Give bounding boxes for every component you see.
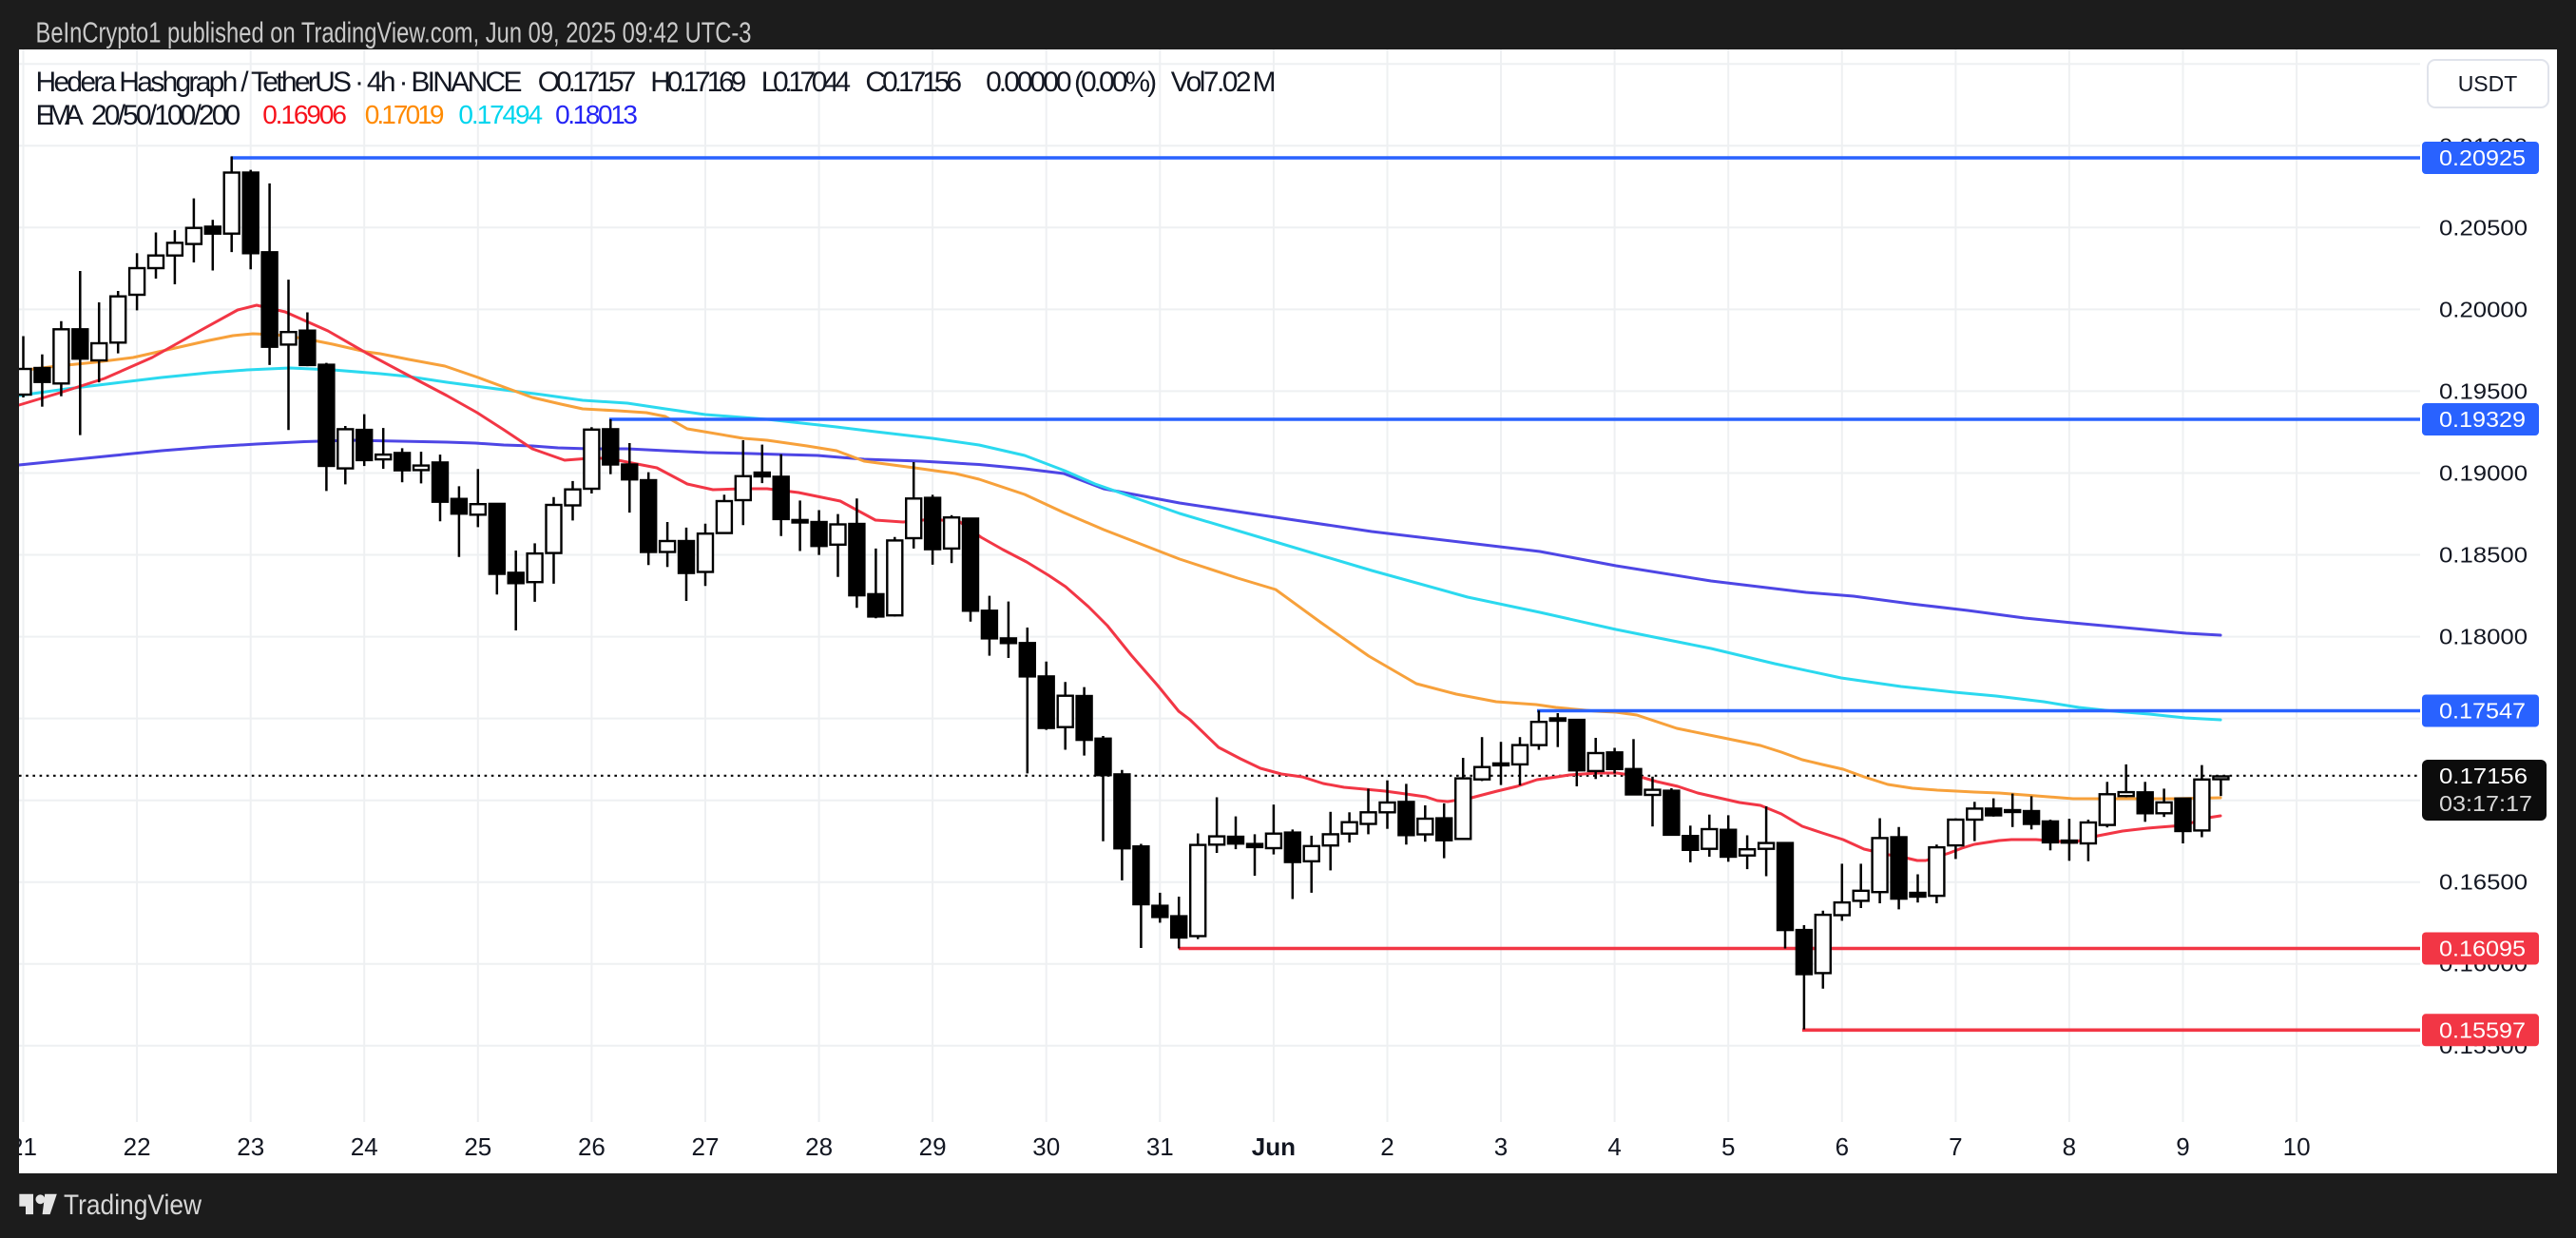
svg-text:0.17494: 0.17494 [458, 100, 543, 129]
svg-text:03:17:17: 03:17:17 [2439, 791, 2532, 816]
svg-text:4: 4 [1607, 1132, 1621, 1161]
svg-text:26: 26 [578, 1132, 606, 1161]
svg-text:BeInCrypto1 published on Tradi: BeInCrypto1 published on TradingView.com… [36, 16, 752, 49]
svg-text:30: 30 [1032, 1132, 1060, 1161]
svg-text:9: 9 [2176, 1132, 2189, 1161]
svg-text:USDT: USDT [2458, 71, 2518, 96]
svg-text:L0.17044: L0.17044 [761, 67, 851, 98]
svg-text:C0.17156: C0.17156 [865, 67, 962, 98]
svg-text:0.17156: 0.17156 [2439, 764, 2528, 788]
svg-text:28: 28 [805, 1132, 833, 1161]
svg-text:TradingView: TradingView [64, 1190, 202, 1221]
svg-text:O0.17157: O0.17157 [538, 67, 637, 98]
svg-text:20/50/100/200: 20/50/100/200 [91, 100, 240, 131]
svg-text:0.19329: 0.19329 [2439, 407, 2526, 432]
svg-text:0.19000: 0.19000 [2439, 461, 2528, 486]
svg-text:Jun: Jun [1252, 1132, 1296, 1161]
svg-text:0.20925: 0.20925 [2439, 145, 2526, 170]
svg-text:0.20500: 0.20500 [2439, 215, 2528, 240]
svg-text:Hedera Hashgraph / TetherUS ·: Hedera Hashgraph / TetherUS · 4h · BINAN… [36, 67, 523, 98]
svg-text:7: 7 [1949, 1132, 1962, 1161]
svg-text:2: 2 [1380, 1132, 1394, 1161]
svg-text:0.00000 (0.00%): 0.00000 (0.00%) [986, 67, 1157, 98]
svg-text:0.15597: 0.15597 [2439, 1017, 2526, 1042]
svg-text:22: 22 [124, 1132, 151, 1161]
svg-text:27: 27 [692, 1132, 720, 1161]
svg-text:6: 6 [1836, 1132, 1849, 1161]
svg-text:29: 29 [919, 1132, 947, 1161]
svg-text:8: 8 [2063, 1132, 2076, 1161]
svg-text:0.18500: 0.18500 [2439, 543, 2528, 568]
svg-text:24: 24 [351, 1132, 378, 1161]
svg-text:0.17547: 0.17547 [2439, 699, 2526, 724]
svg-text:0.16500: 0.16500 [2439, 870, 2528, 895]
svg-text:0.18013: 0.18013 [555, 100, 638, 129]
svg-text:25: 25 [464, 1132, 491, 1161]
svg-text:0.17019: 0.17019 [365, 100, 445, 129]
svg-text:31: 31 [1146, 1132, 1174, 1161]
svg-text:10: 10 [2283, 1132, 2311, 1161]
svg-text:H0.17169: H0.17169 [650, 67, 746, 98]
svg-text:23: 23 [237, 1132, 264, 1161]
svg-text:0.18000: 0.18000 [2439, 625, 2528, 649]
svg-text:3: 3 [1494, 1132, 1508, 1161]
svg-text:0.20000: 0.20000 [2439, 297, 2528, 321]
svg-text:EMA: EMA [36, 100, 84, 131]
svg-text:Vol7.02 M: Vol7.02 M [1171, 67, 1277, 98]
svg-text:0.19500: 0.19500 [2439, 378, 2528, 403]
svg-text:0.16095: 0.16095 [2439, 937, 2526, 961]
svg-text:5: 5 [1721, 1132, 1735, 1161]
svg-text:0.16906: 0.16906 [262, 100, 347, 129]
